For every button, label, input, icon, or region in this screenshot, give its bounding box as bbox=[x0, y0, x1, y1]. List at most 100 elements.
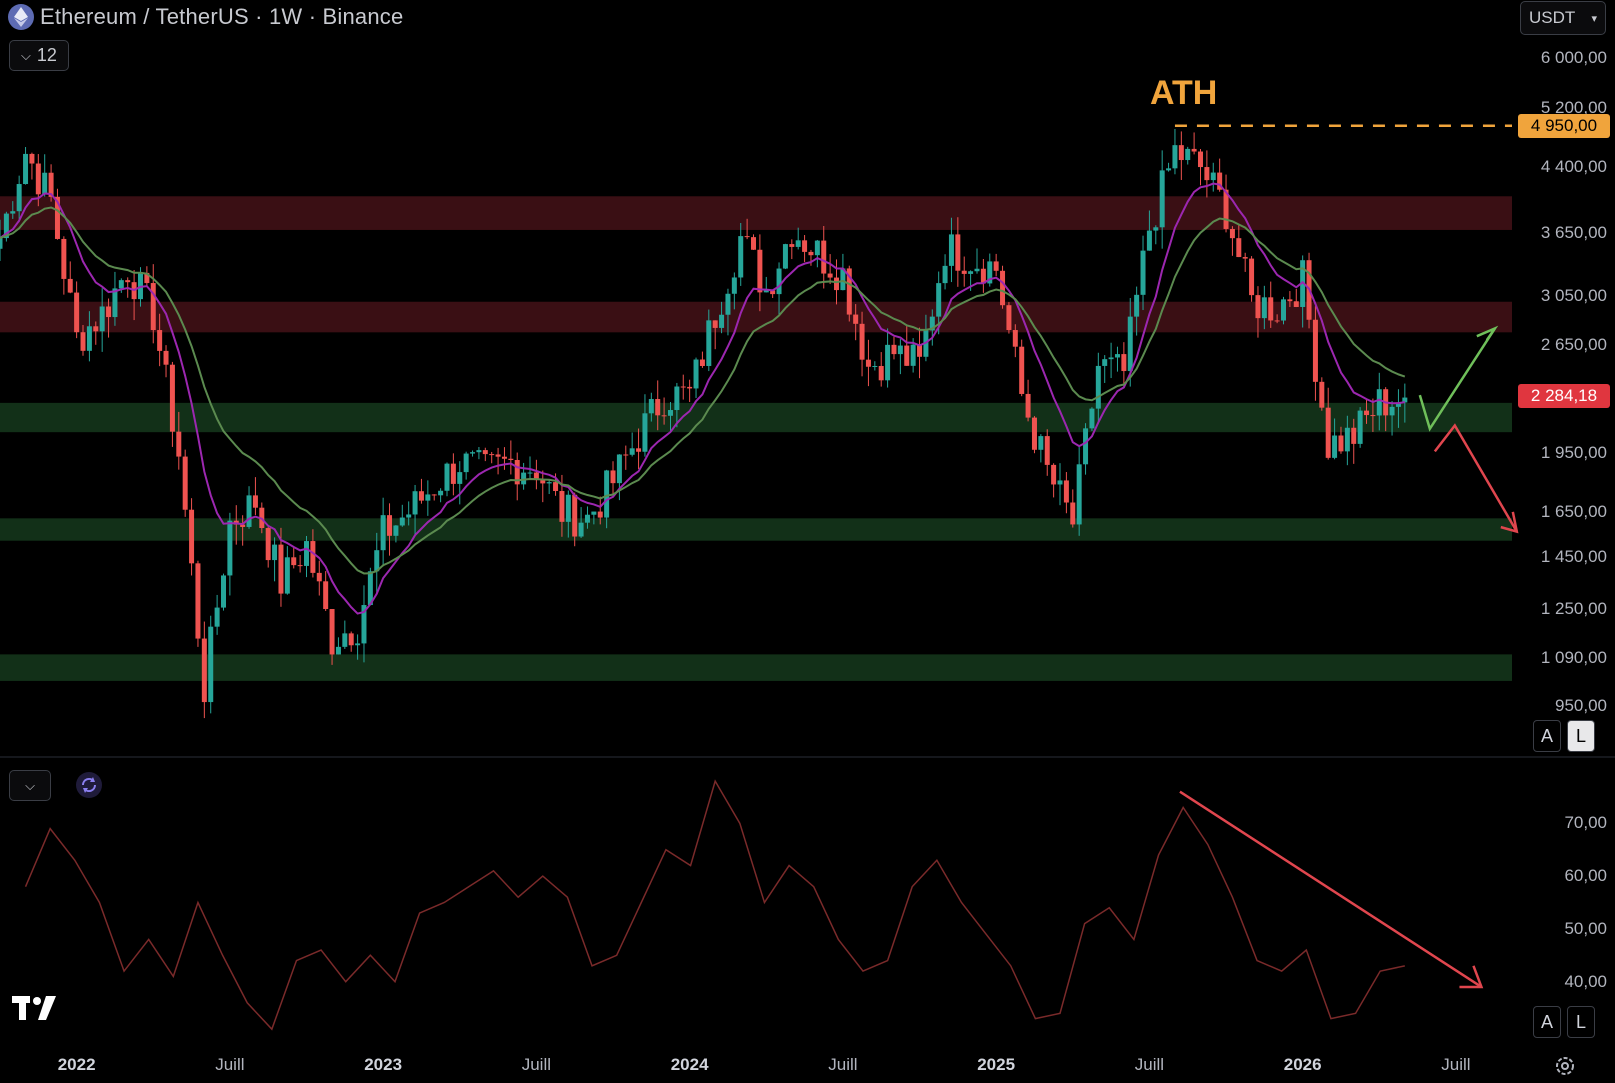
rsi-auto-scale-button[interactable]: A bbox=[1533, 1006, 1561, 1038]
candle bbox=[208, 626, 214, 703]
candle bbox=[1108, 357, 1114, 360]
candle bbox=[980, 268, 986, 284]
auto-scale-button[interactable]: A bbox=[1533, 720, 1561, 752]
symbol-header[interactable]: Ethereum / TetherUS · 1W · Binance bbox=[8, 4, 403, 30]
collapse-rsi-button[interactable]: ⌵ bbox=[9, 770, 51, 801]
candle bbox=[316, 572, 322, 582]
candle bbox=[163, 350, 169, 365]
candle bbox=[610, 470, 616, 484]
candle bbox=[1242, 257, 1248, 259]
candle bbox=[1338, 435, 1344, 452]
candle bbox=[1102, 359, 1108, 366]
candle bbox=[1402, 397, 1408, 403]
candle bbox=[1070, 502, 1076, 525]
candle bbox=[623, 454, 629, 456]
candle bbox=[546, 482, 552, 484]
candle bbox=[751, 237, 756, 250]
candle bbox=[1025, 393, 1031, 418]
candle bbox=[1204, 167, 1210, 181]
candle bbox=[1134, 294, 1140, 317]
candle bbox=[636, 448, 642, 452]
candle bbox=[1031, 417, 1037, 450]
last-price-tag: 2 284,18 bbox=[1518, 384, 1610, 408]
candle bbox=[1210, 172, 1216, 181]
candle bbox=[265, 528, 271, 561]
candle bbox=[674, 386, 680, 411]
candle bbox=[1229, 228, 1235, 239]
candle bbox=[425, 494, 431, 501]
candle bbox=[834, 277, 840, 291]
candle bbox=[35, 163, 41, 195]
settings-gear-icon[interactable] bbox=[1553, 1054, 1577, 1078]
time-tick-label: Juill bbox=[215, 1055, 245, 1074]
rsi-log-scale-button[interactable]: L bbox=[1567, 1006, 1595, 1038]
price-tick-label: 2 650,00 bbox=[1540, 335, 1607, 355]
candle bbox=[1287, 299, 1293, 302]
candle bbox=[572, 494, 578, 537]
candle bbox=[706, 320, 712, 366]
refresh-icon[interactable] bbox=[76, 772, 102, 798]
candle bbox=[144, 272, 150, 284]
candle bbox=[597, 511, 603, 518]
candle bbox=[74, 292, 80, 333]
candle bbox=[176, 431, 182, 457]
candle bbox=[1191, 148, 1197, 152]
candle bbox=[917, 344, 923, 357]
candle bbox=[80, 332, 86, 351]
candle bbox=[1293, 301, 1299, 307]
candle bbox=[227, 520, 233, 576]
candle bbox=[112, 288, 118, 318]
bullish-scenario-arrow bbox=[1418, 327, 1496, 432]
candle bbox=[1370, 415, 1376, 417]
candle bbox=[661, 415, 667, 417]
candle bbox=[399, 517, 405, 526]
candle bbox=[67, 278, 73, 293]
candle bbox=[195, 563, 201, 639]
candle bbox=[438, 490, 444, 496]
candle bbox=[297, 565, 303, 567]
candle bbox=[1051, 464, 1057, 485]
candle bbox=[1044, 436, 1050, 465]
candle bbox=[795, 240, 801, 247]
candle bbox=[802, 240, 808, 252]
candle bbox=[553, 482, 559, 492]
candle bbox=[974, 268, 980, 272]
candle bbox=[942, 265, 948, 284]
candle bbox=[655, 399, 661, 416]
candle bbox=[1153, 227, 1159, 231]
log-scale-button[interactable]: L bbox=[1567, 720, 1595, 752]
candle bbox=[348, 633, 354, 646]
candle bbox=[61, 238, 67, 279]
candle bbox=[744, 236, 750, 238]
time-tick-label: Juill bbox=[521, 1055, 552, 1074]
rsi-divergence-arrow bbox=[1179, 790, 1483, 988]
price-tick-label: 1 250,00 bbox=[1540, 599, 1607, 619]
bearish-scenario-arrow bbox=[1433, 423, 1518, 533]
time-tick-label: 2025 bbox=[977, 1055, 1016, 1074]
candle bbox=[1325, 407, 1331, 458]
ath-label: ATH bbox=[1150, 74, 1218, 112]
time-tick-label: 2024 bbox=[670, 1055, 709, 1074]
candle bbox=[284, 557, 290, 594]
candle bbox=[278, 544, 284, 594]
candle bbox=[252, 495, 258, 508]
candle bbox=[482, 450, 488, 455]
price-tick-label: 1 950,00 bbox=[1540, 443, 1607, 463]
candle bbox=[48, 172, 54, 197]
candle bbox=[1019, 346, 1025, 394]
candle bbox=[687, 386, 693, 389]
candle bbox=[1268, 297, 1274, 321]
candle bbox=[304, 541, 310, 566]
candle bbox=[470, 452, 476, 454]
candle bbox=[54, 196, 60, 239]
collapse-indicators-button[interactable]: ⌵ 12 bbox=[9, 40, 69, 71]
candle bbox=[355, 643, 361, 646]
candle bbox=[789, 244, 795, 247]
candle bbox=[667, 410, 673, 416]
candle bbox=[0, 238, 3, 249]
candle bbox=[604, 470, 610, 518]
chevron-down-icon: ⌵ bbox=[21, 47, 31, 63]
time-tick-label: Juill bbox=[1441, 1055, 1471, 1074]
currency-select[interactable]: USDT ▾ bbox=[1520, 1, 1606, 35]
